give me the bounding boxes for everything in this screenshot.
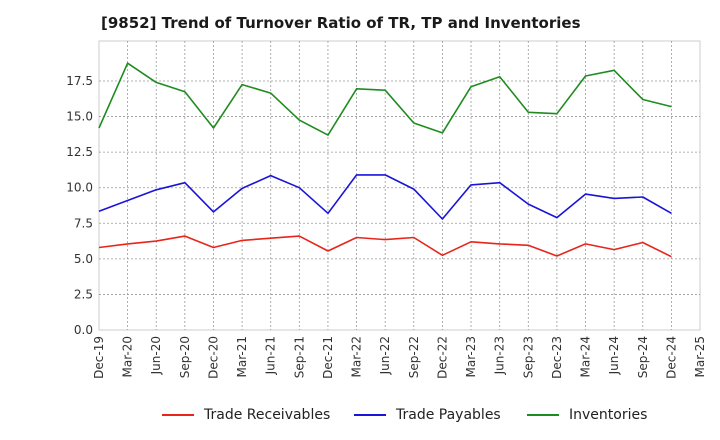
x-tick-label: Dec-20 (206, 336, 220, 379)
y-tick-label: 0.0 (74, 323, 93, 337)
x-tick-label: Sep-20 (178, 336, 192, 378)
y-tick-label: 17.5 (66, 74, 93, 88)
series-lines (98, 62, 672, 258)
x-tick-label: Dec-22 (435, 336, 449, 379)
x-tick-label: Jun-23 (493, 336, 507, 375)
series-line-trade-payables (98, 174, 672, 220)
legend-item-inventories: Inventories (527, 405, 647, 425)
legend-item-trade-receivables: Trade Receivables (162, 405, 330, 425)
plot-area (98, 40, 701, 331)
x-axis-tick-labels: Dec-19 Mar-20 Jun-20 Sep-20 Dec-20 Mar-21 Jun-… (92, 336, 707, 379)
legend-label-trade-receivables: Trade Receivables (204, 407, 331, 423)
legend: Trade Receivables Trade Payables Invento… (0, 405, 720, 425)
x-tick-label: Jun-22 (378, 336, 392, 375)
x-tick-label: Dec-23 (550, 336, 564, 379)
x-tick-label: Mar-23 (464, 336, 478, 377)
x-tick-label: Jun-21 (264, 336, 278, 375)
y-tick-label: 12.5 (66, 145, 93, 159)
y-tick-label: 5.0 (74, 252, 93, 266)
legend-swatch-trade-payables (354, 414, 386, 416)
x-tick-label: Sep-21 (292, 336, 306, 378)
x-tick-label: Sep-24 (636, 336, 650, 378)
chart-title: [9852] Trend of Turnover Ratio of TR, TP… (101, 14, 581, 32)
x-tick-label: Mar-24 (579, 336, 593, 377)
gridlines (99, 41, 700, 330)
legend-label-trade-payables: Trade Payables (396, 407, 501, 423)
legend-item-trade-payables: Trade Payables (354, 405, 501, 425)
y-tick-label: 2.5 (74, 287, 93, 301)
legend-label-inventories: Inventories (569, 407, 648, 423)
x-tick-label: Jun-20 (149, 336, 163, 375)
legend-swatch-trade-receivables (162, 414, 194, 416)
x-tick-label: Dec-19 (92, 336, 106, 379)
x-tick-label: Sep-23 (521, 336, 535, 378)
series-line-inventories (98, 62, 672, 136)
x-tick-label: Jun-24 (607, 336, 621, 375)
x-tick-label: Mar-25 (693, 336, 707, 377)
y-tick-label: 15.0 (66, 110, 93, 124)
y-tick-label: 7.5 (74, 216, 93, 230)
x-tick-label: Mar-20 (121, 336, 135, 377)
x-tick-label: Sep-22 (407, 336, 421, 378)
y-axis-tick-labels: 0.0 2.5 5.0 7.5 10.0 12.5 15.0 17.5 (66, 74, 93, 337)
legend-swatch-inventories (527, 414, 559, 416)
x-tick-label: Dec-24 (664, 336, 678, 379)
x-tick-label: Mar-21 (235, 336, 249, 377)
x-tick-label: Mar-22 (350, 336, 364, 377)
series-line-trade-receivables (98, 235, 672, 258)
y-tick-label: 10.0 (66, 181, 93, 195)
x-tick-label: Dec-21 (321, 336, 335, 379)
